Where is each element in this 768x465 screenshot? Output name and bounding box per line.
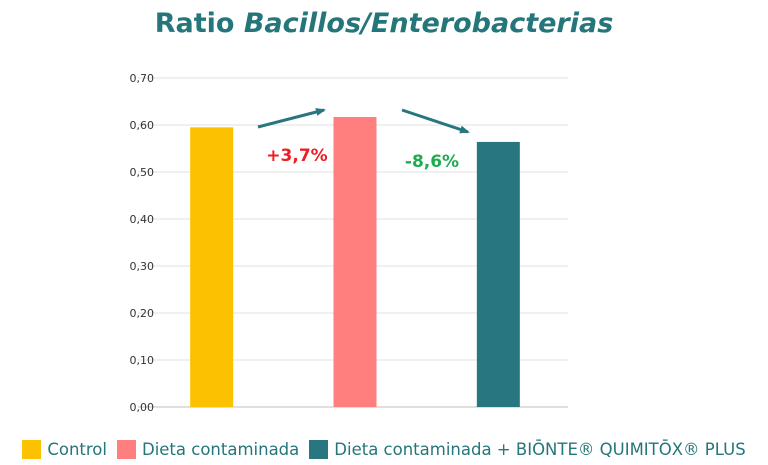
bar-1 [333,117,377,407]
annotation-decrease: -8,6% [405,152,459,172]
legend-swatch [116,439,136,459]
bars [190,117,520,408]
legend-label: Dieta contaminada [141,439,300,459]
y-tick-label: 0,50 [130,166,155,179]
y-tick-label: 0,20 [130,307,155,320]
bar-0 [190,127,234,407]
legend-label: Dieta contaminada + BIŌNTE® QUIMITŌX® PL… [334,439,746,459]
y-tick-label: 0,60 [130,119,155,132]
bar-2 [476,141,520,408]
legend-swatch [22,439,42,459]
y-tick-label: 0,10 [130,354,155,367]
legend-item-dieta-biont: Dieta contaminada + BIŌNTE® QUIMITŌX® PL… [309,439,746,459]
annotation-increase: +3,7% [266,146,327,166]
legend-label: Control [47,439,107,459]
y-axis-ticks: 0,00 0,10 0,20 0,30 0,40 0,50 0,60 0,70 [130,72,155,414]
title-italic: Bacillos/Enterobacterias [243,8,614,39]
title-plain: Ratio [154,8,235,39]
decrease-arrow [401,108,470,134]
chart-title: Ratio Bacillos/Enterobacterias [0,8,768,39]
arrows [257,108,470,134]
increase-arrow [257,108,326,129]
legend-swatch [309,439,329,459]
y-tick-label: 0,40 [130,213,155,226]
y-tick-label: 0,70 [130,72,155,85]
y-tick-label: 0,00 [130,401,155,414]
legend-item-dieta-contaminada: Dieta contaminada [116,439,300,459]
legend-item-control: Control [22,439,107,459]
y-tick-label: 0,30 [130,260,155,273]
legend: Control Dieta contaminada Dieta contamin… [0,436,768,462]
